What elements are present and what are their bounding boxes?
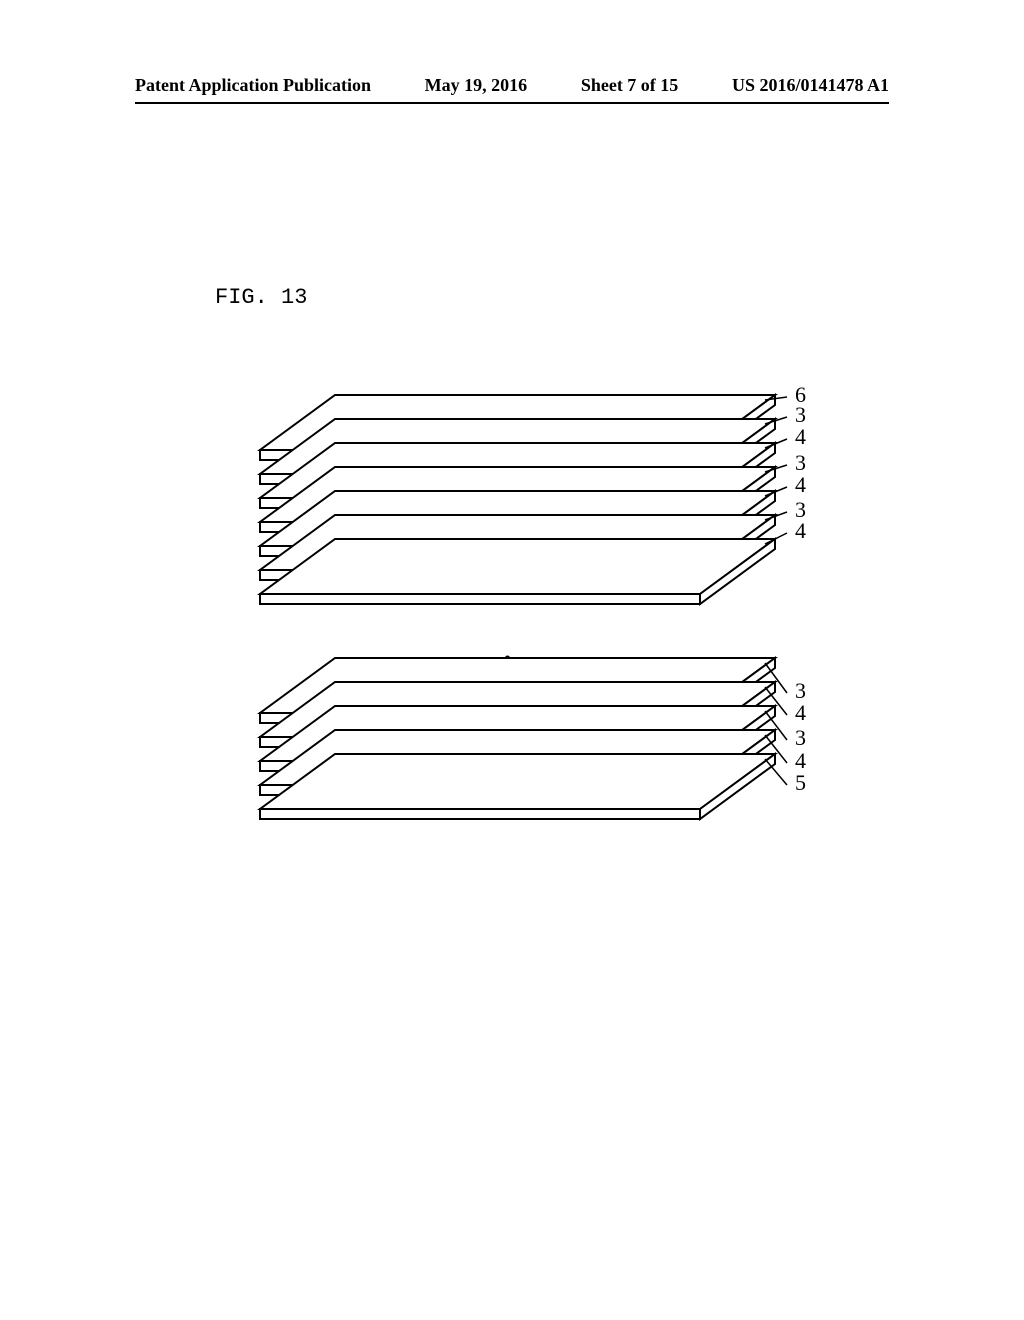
sheet-number: Sheet 7 of 15 [581, 75, 679, 96]
page-header: Patent Application Publication May 19, 2… [0, 75, 1024, 104]
svg-text:4: 4 [795, 700, 806, 725]
figure-label: FIG. 13 [215, 285, 307, 310]
publication-date: May 19, 2016 [425, 75, 528, 96]
publication-type: Patent Application Publication [135, 75, 371, 96]
header-divider [135, 102, 889, 104]
svg-text:4: 4 [795, 472, 806, 497]
svg-text:4: 4 [795, 424, 806, 449]
document-number: US 2016/0141478 A1 [732, 75, 889, 96]
svg-text:5: 5 [795, 770, 806, 795]
layer-stack-diagram: 634343434345 [250, 380, 830, 950]
svg-text:4: 4 [795, 518, 806, 543]
svg-text:3: 3 [795, 725, 806, 750]
